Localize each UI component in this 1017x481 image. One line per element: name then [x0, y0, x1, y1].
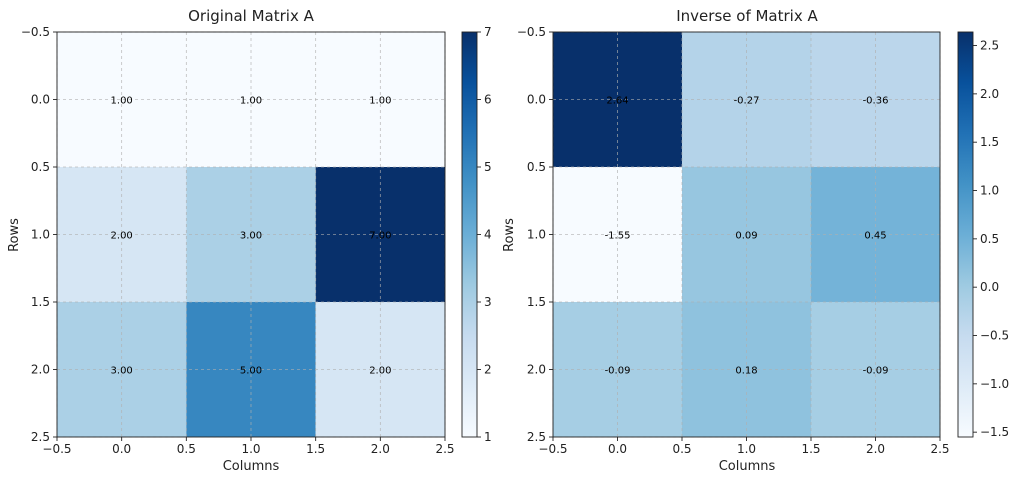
colorbar-tick-label: 6 [484, 93, 492, 107]
cell-value-label: 1.00 [369, 96, 391, 107]
x-tick-label: 2.0 [866, 442, 885, 456]
x-tick-label: 1.5 [306, 442, 325, 456]
x-axis-label: Columns [719, 459, 776, 474]
cell-value-label: 2.64 [606, 96, 628, 107]
colorbar-tick-label: 4 [484, 228, 492, 242]
cell-value-label: -0.27 [734, 96, 760, 107]
cell-value-label: 1.00 [240, 96, 262, 107]
y-tick-label: 2.0 [31, 363, 50, 377]
colorbar-gradient [461, 31, 478, 438]
colorbar-tick-label: 1.0 [980, 184, 999, 198]
cell-value-label: 2.00 [111, 231, 133, 242]
chart-title: Original Matrix A [188, 7, 314, 25]
colorbar-tick-label: 5 [484, 160, 492, 174]
y-axis-label: Rows [7, 218, 22, 252]
colorbar-tick-label: −1.0 [980, 377, 1009, 391]
x-tick-label: 2.0 [371, 442, 390, 456]
y-tick-label: 0.0 [527, 93, 546, 107]
y-tick-label: 2.5 [527, 430, 546, 444]
y-axis-ticks: −0.5 0.0 0.5 1.0 1.5 2.0 2.5 [21, 25, 57, 444]
x-axis-ticks: −0.5 0.0 0.5 1.0 1.5 2.0 2.5 [42, 437, 455, 456]
colorbar-tick-label: 2.0 [980, 87, 999, 101]
colorbar-tick-label: 2 [484, 363, 492, 377]
y-tick-label: −0.5 [21, 25, 50, 39]
y-tick-label: 2.0 [527, 363, 546, 377]
x-tick-label: 0.5 [177, 442, 196, 456]
grid-lines [56, 31, 446, 438]
colorbar-gradient [957, 31, 974, 438]
cell-value-label: 3.00 [240, 231, 262, 242]
x-tick-label: 2.5 [435, 442, 454, 456]
x-tick-label: −0.5 [42, 442, 71, 456]
cell-labels: 1.00 1.00 1.00 2.00 3.00 7.00 3.00 5.00 2.00 [111, 96, 392, 377]
y-tick-label: 1.5 [527, 295, 546, 309]
colorbar-tick-label: 7 [484, 25, 492, 39]
cell-value-label: -0.09 [863, 366, 889, 377]
colorbar-tick-label: 2.5 [980, 39, 999, 53]
x-tick-label: 2.5 [930, 442, 949, 456]
chart-title: Inverse of Matrix A [676, 7, 818, 25]
cell-value-label: 0.45 [864, 231, 886, 242]
x-tick-label: 0.0 [112, 442, 131, 456]
x-axis-label: Columns [223, 459, 280, 474]
cell-value-label: -1.55 [605, 231, 631, 242]
y-tick-label: 1.5 [31, 295, 50, 309]
y-axis-ticks: −0.5 0.0 0.5 1.0 1.5 2.0 2.5 [517, 25, 553, 444]
cell-value-label: 0.18 [735, 366, 757, 377]
x-tick-label: 1.5 [801, 442, 820, 456]
cell-value-label: 5.00 [240, 366, 262, 377]
heatmap-panel-original: Original Matrix A Columns Rows 1.00 1.00 1… [7, 7, 492, 474]
y-tick-label: −0.5 [517, 25, 546, 39]
colorbar-tick-label: 1.5 [980, 135, 999, 149]
colorbar-tick-label: 0.0 [980, 280, 999, 294]
y-tick-label: 2.5 [31, 430, 50, 444]
x-tick-label: 1.0 [737, 442, 756, 456]
cell-value-label: 7.00 [369, 231, 391, 242]
colorbar-tick-label: 1 [484, 430, 492, 444]
cell-value-label: 3.00 [111, 366, 133, 377]
x-tick-label: 1.0 [241, 442, 260, 456]
y-tick-label: 0.5 [527, 160, 546, 174]
y-tick-label: 1.0 [31, 228, 50, 242]
colorbar-tick-label: −0.5 [980, 329, 1009, 343]
x-tick-label: −0.5 [538, 442, 567, 456]
x-axis-ticks: −0.5 0.0 0.5 1.0 1.5 2.0 2.5 [538, 437, 950, 456]
y-tick-label: 1.0 [527, 228, 546, 242]
colorbar: 1 2 3 4 5 6 7 [461, 25, 492, 444]
cell-value-label: 2.00 [369, 366, 391, 377]
colorbar-tick-label: 0.5 [980, 232, 999, 246]
y-tick-label: 0.0 [31, 93, 50, 107]
x-tick-label: 0.0 [608, 442, 627, 456]
colorbar-tick-label: −1.5 [980, 425, 1009, 439]
heatmap-panel-inverse: Inverse of Matrix A Columns Rows 2.64 -0.… [502, 7, 1009, 474]
cell-value-label: -0.36 [863, 96, 889, 107]
y-tick-label: 0.5 [31, 160, 50, 174]
x-tick-label: 0.5 [672, 442, 691, 456]
colorbar: −1.5 −1.0 −0.5 0.0 0.5 1.0 1.5 2.0 2.5 [957, 31, 1009, 439]
cell-value-label: 0.09 [735, 231, 757, 242]
colorbar-tick-label: 3 [484, 295, 492, 309]
cell-value-label: 1.00 [111, 96, 133, 107]
y-axis-label: Rows [502, 218, 517, 252]
cell-value-label: -0.09 [605, 366, 631, 377]
cell-labels: 2.64 -0.27 -0.36 -1.55 0.09 0.45 -0.09 0.18 -0.0… [605, 96, 889, 377]
